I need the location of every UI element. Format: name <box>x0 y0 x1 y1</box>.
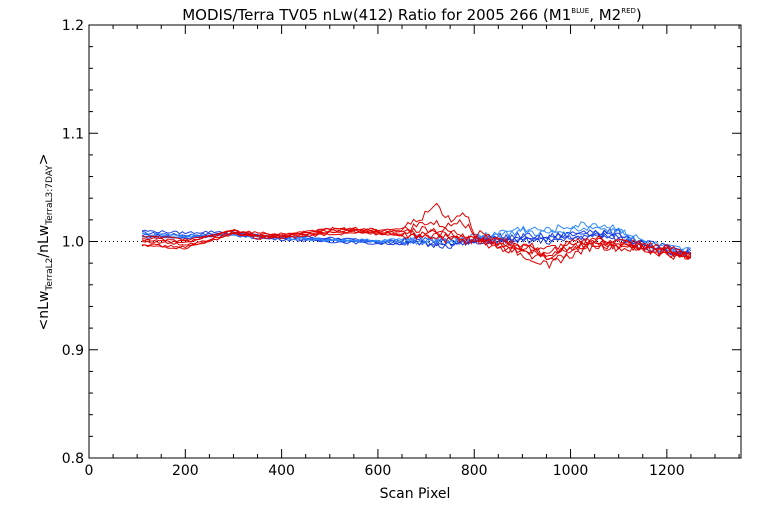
y-tick-label: 1.0 <box>62 235 84 251</box>
y-axis-label-mid: /nLw <box>36 225 52 258</box>
series-line-red-12 <box>141 219 692 270</box>
x-tick-label: 200 <box>172 463 199 479</box>
x-tick-label: 1200 <box>649 463 685 479</box>
series-line-red-9 <box>141 225 692 255</box>
y-tick-label: 1.1 <box>62 126 84 142</box>
y-tick-label: 1.2 <box>62 18 84 34</box>
series-line-lightblue-6 <box>141 225 691 258</box>
chart-title: MODIS/Terra TV05 nLw(412) Ratio for 2005… <box>182 6 642 24</box>
y-axis-label: <nLwTerraL2/nLwTerraL3:7DAY> <box>36 154 55 331</box>
chart-title-m1-sup: BLUE <box>571 7 589 15</box>
series-line-red-11 <box>141 202 692 258</box>
x-tick-label: 800 <box>461 463 488 479</box>
y-axis-label-sub2: TerraL3:7DAY <box>45 165 55 226</box>
series-line-red-8 <box>141 229 692 261</box>
y-tick-label: 0.9 <box>62 343 84 359</box>
x-tick-label: 600 <box>365 463 392 479</box>
x-tick-label: 400 <box>268 463 295 479</box>
y-tick-label: 0.8 <box>62 451 84 467</box>
x-axis-label: Scan Pixel <box>380 486 451 502</box>
y-axis-label-close: > <box>36 154 52 166</box>
x-tick-label: 0 <box>85 463 94 479</box>
x-tick-label: 1000 <box>553 463 589 479</box>
chart-title-mid: , M2 <box>589 6 621 24</box>
chart-title-main: MODIS/Terra TV05 nLw(412) Ratio for 2005… <box>182 6 571 24</box>
chart-title-m2-sup: RED <box>621 7 636 15</box>
chart-title-end: ) <box>636 6 642 24</box>
y-axis-label-open: <nLw <box>36 291 52 331</box>
y-axis-label-sub1: TerraL2 <box>45 258 55 292</box>
